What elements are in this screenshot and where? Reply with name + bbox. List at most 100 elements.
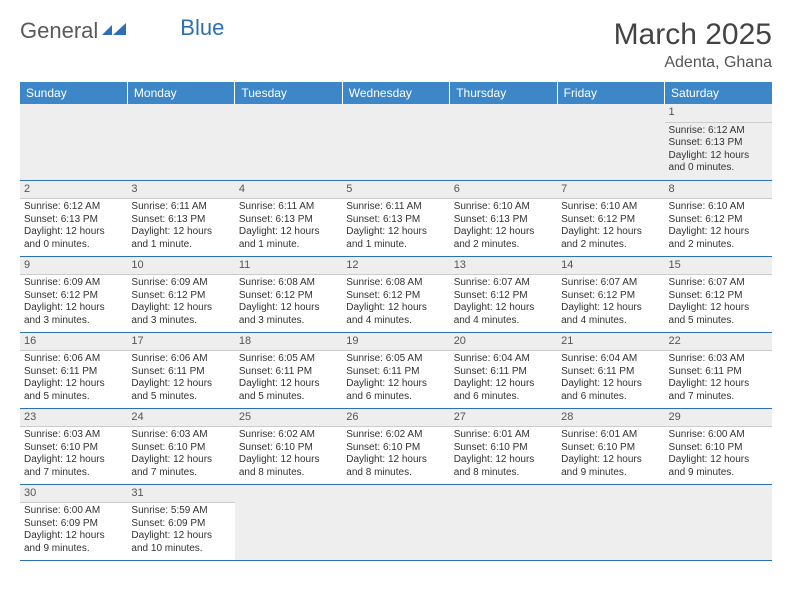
- empty-cell: [557, 104, 664, 180]
- day-number: 16: [20, 333, 127, 352]
- sunset-line: Sunset: 6:12 PM: [454, 290, 553, 303]
- day2-line: and 8 minutes.: [239, 467, 338, 480]
- sunset-line: Sunset: 6:13 PM: [346, 214, 445, 227]
- sunset-line: Sunset: 6:10 PM: [346, 442, 445, 455]
- sunrise-line: Sunrise: 6:04 AM: [454, 353, 553, 366]
- sunrise-line: Sunrise: 6:01 AM: [454, 429, 553, 442]
- sunset-line: Sunset: 6:10 PM: [24, 442, 123, 455]
- sunset-line: Sunset: 6:10 PM: [454, 442, 553, 455]
- day-number: 6: [450, 181, 557, 200]
- day-cell: 26Sunrise: 6:02 AMSunset: 6:10 PMDayligh…: [342, 408, 449, 484]
- day1-line: Daylight: 12 hours: [454, 454, 553, 467]
- day2-line: and 2 minutes.: [669, 239, 768, 252]
- day1-line: Daylight: 12 hours: [669, 226, 768, 239]
- day-cell: 3Sunrise: 6:11 AMSunset: 6:13 PMDaylight…: [127, 180, 234, 256]
- sunrise-line: Sunrise: 6:07 AM: [669, 277, 768, 290]
- day-number: 13: [450, 257, 557, 276]
- sunrise-line: Sunrise: 6:02 AM: [239, 429, 338, 442]
- day-number: 31: [127, 485, 234, 504]
- day1-line: Daylight: 12 hours: [131, 302, 230, 315]
- day1-line: Daylight: 12 hours: [454, 378, 553, 391]
- day-number: 5: [342, 181, 449, 200]
- sunrise-line: Sunrise: 6:03 AM: [24, 429, 123, 442]
- day2-line: and 4 minutes.: [346, 315, 445, 328]
- day2-line: and 5 minutes.: [239, 391, 338, 404]
- sunrise-line: Sunrise: 5:59 AM: [131, 505, 230, 518]
- sunrise-line: Sunrise: 6:02 AM: [346, 429, 445, 442]
- sunset-line: Sunset: 6:10 PM: [561, 442, 660, 455]
- sunset-line: Sunset: 6:11 PM: [561, 366, 660, 379]
- day-number: 18: [235, 333, 342, 352]
- day-cell: 18Sunrise: 6:05 AMSunset: 6:11 PMDayligh…: [235, 332, 342, 408]
- day-number: 29: [665, 409, 772, 428]
- sunset-line: Sunset: 6:09 PM: [131, 518, 230, 531]
- sunset-line: Sunset: 6:10 PM: [131, 442, 230, 455]
- day-cell: 15Sunrise: 6:07 AMSunset: 6:12 PMDayligh…: [665, 256, 772, 332]
- calendar-table: Sunday Monday Tuesday Wednesday Thursday…: [20, 82, 772, 561]
- logo: General Blue: [20, 18, 224, 44]
- col-monday: Monday: [127, 82, 234, 104]
- day-number: 19: [342, 333, 449, 352]
- day2-line: and 3 minutes.: [239, 315, 338, 328]
- day-cell: 20Sunrise: 6:04 AMSunset: 6:11 PMDayligh…: [450, 332, 557, 408]
- day-number: 2: [20, 181, 127, 200]
- day2-line: and 9 minutes.: [669, 467, 768, 480]
- day-cell: 7Sunrise: 6:10 AMSunset: 6:12 PMDaylight…: [557, 180, 664, 256]
- day1-line: Daylight: 12 hours: [346, 378, 445, 391]
- day1-line: Daylight: 12 hours: [24, 378, 123, 391]
- sunset-line: Sunset: 6:12 PM: [669, 214, 768, 227]
- day-number: 3: [127, 181, 234, 200]
- sunset-line: Sunset: 6:11 PM: [454, 366, 553, 379]
- day2-line: and 5 minutes.: [669, 315, 768, 328]
- day1-line: Daylight: 12 hours: [239, 226, 338, 239]
- sunrise-line: Sunrise: 6:05 AM: [239, 353, 338, 366]
- day2-line: and 4 minutes.: [561, 315, 660, 328]
- day1-line: Daylight: 12 hours: [239, 378, 338, 391]
- day1-line: Daylight: 12 hours: [669, 454, 768, 467]
- day1-line: Daylight: 12 hours: [561, 302, 660, 315]
- day1-line: Daylight: 12 hours: [239, 454, 338, 467]
- empty-cell: [235, 104, 342, 180]
- day2-line: and 1 minute.: [346, 239, 445, 252]
- col-saturday: Saturday: [665, 82, 772, 104]
- day2-line: and 2 minutes.: [561, 239, 660, 252]
- day1-line: Daylight: 12 hours: [561, 226, 660, 239]
- day-number: 27: [450, 409, 557, 428]
- page-header: General Blue March 2025 Adenta, Ghana: [20, 18, 772, 72]
- empty-cell: [557, 484, 664, 560]
- day2-line: and 10 minutes.: [131, 543, 230, 556]
- day-number: 10: [127, 257, 234, 276]
- sunset-line: Sunset: 6:11 PM: [239, 366, 338, 379]
- sunrise-line: Sunrise: 6:11 AM: [346, 201, 445, 214]
- sunrise-line: Sunrise: 6:10 AM: [669, 201, 768, 214]
- sunrise-line: Sunrise: 6:10 AM: [454, 201, 553, 214]
- day-number: 21: [557, 333, 664, 352]
- sunrise-line: Sunrise: 6:09 AM: [24, 277, 123, 290]
- day-number: 25: [235, 409, 342, 428]
- sunrise-line: Sunrise: 6:00 AM: [24, 505, 123, 518]
- day2-line: and 8 minutes.: [454, 467, 553, 480]
- day-cell: 6Sunrise: 6:10 AMSunset: 6:13 PMDaylight…: [450, 180, 557, 256]
- day2-line: and 1 minute.: [131, 239, 230, 252]
- day-cell: 14Sunrise: 6:07 AMSunset: 6:12 PMDayligh…: [557, 256, 664, 332]
- empty-cell: [450, 104, 557, 180]
- calendar-row: 23Sunrise: 6:03 AMSunset: 6:10 PMDayligh…: [20, 408, 772, 484]
- sunset-line: Sunset: 6:13 PM: [454, 214, 553, 227]
- title-block: March 2025 Adenta, Ghana: [614, 18, 772, 72]
- day-cell: 11Sunrise: 6:08 AMSunset: 6:12 PMDayligh…: [235, 256, 342, 332]
- day2-line: and 3 minutes.: [24, 315, 123, 328]
- sunrise-line: Sunrise: 6:12 AM: [669, 125, 768, 138]
- sunset-line: Sunset: 6:12 PM: [24, 290, 123, 303]
- empty-cell: [450, 484, 557, 560]
- day-cell: 30Sunrise: 6:00 AMSunset: 6:09 PMDayligh…: [20, 484, 127, 560]
- day1-line: Daylight: 12 hours: [561, 454, 660, 467]
- sunset-line: Sunset: 6:12 PM: [239, 290, 338, 303]
- day1-line: Daylight: 12 hours: [131, 226, 230, 239]
- calendar-row: 16Sunrise: 6:06 AMSunset: 6:11 PMDayligh…: [20, 332, 772, 408]
- day-cell: 31Sunrise: 5:59 AMSunset: 6:09 PMDayligh…: [127, 484, 234, 560]
- logo-text-blue: Blue: [180, 15, 224, 41]
- sunset-line: Sunset: 6:10 PM: [239, 442, 338, 455]
- day-cell: 25Sunrise: 6:02 AMSunset: 6:10 PMDayligh…: [235, 408, 342, 484]
- sunrise-line: Sunrise: 6:04 AM: [561, 353, 660, 366]
- day-cell: 5Sunrise: 6:11 AMSunset: 6:13 PMDaylight…: [342, 180, 449, 256]
